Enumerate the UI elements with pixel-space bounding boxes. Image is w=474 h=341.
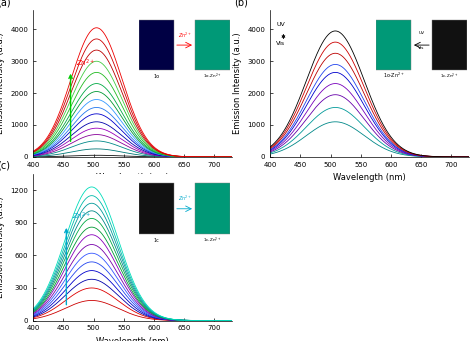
Text: (a): (a)	[0, 0, 11, 7]
X-axis label: Wavelength (nm): Wavelength (nm)	[96, 337, 169, 341]
Y-axis label: Emission Intensity (a.u.): Emission Intensity (a.u.)	[0, 196, 5, 298]
Text: UV: UV	[276, 22, 285, 27]
Text: (c): (c)	[0, 161, 10, 171]
X-axis label: Wavelength (nm): Wavelength (nm)	[333, 173, 406, 182]
Text: Zn$^{2+}$: Zn$^{2+}$	[72, 211, 91, 222]
Text: Vis: Vis	[276, 41, 285, 46]
Text: Zn$^{2+}$: Zn$^{2+}$	[76, 57, 95, 69]
Y-axis label: Emission Intensity (a.u.): Emission Intensity (a.u.)	[0, 33, 5, 134]
Text: (b): (b)	[234, 0, 248, 7]
X-axis label: Wavelength (nm): Wavelength (nm)	[96, 173, 169, 182]
Y-axis label: Emission Intensity (a.u.): Emission Intensity (a.u.)	[233, 33, 242, 134]
